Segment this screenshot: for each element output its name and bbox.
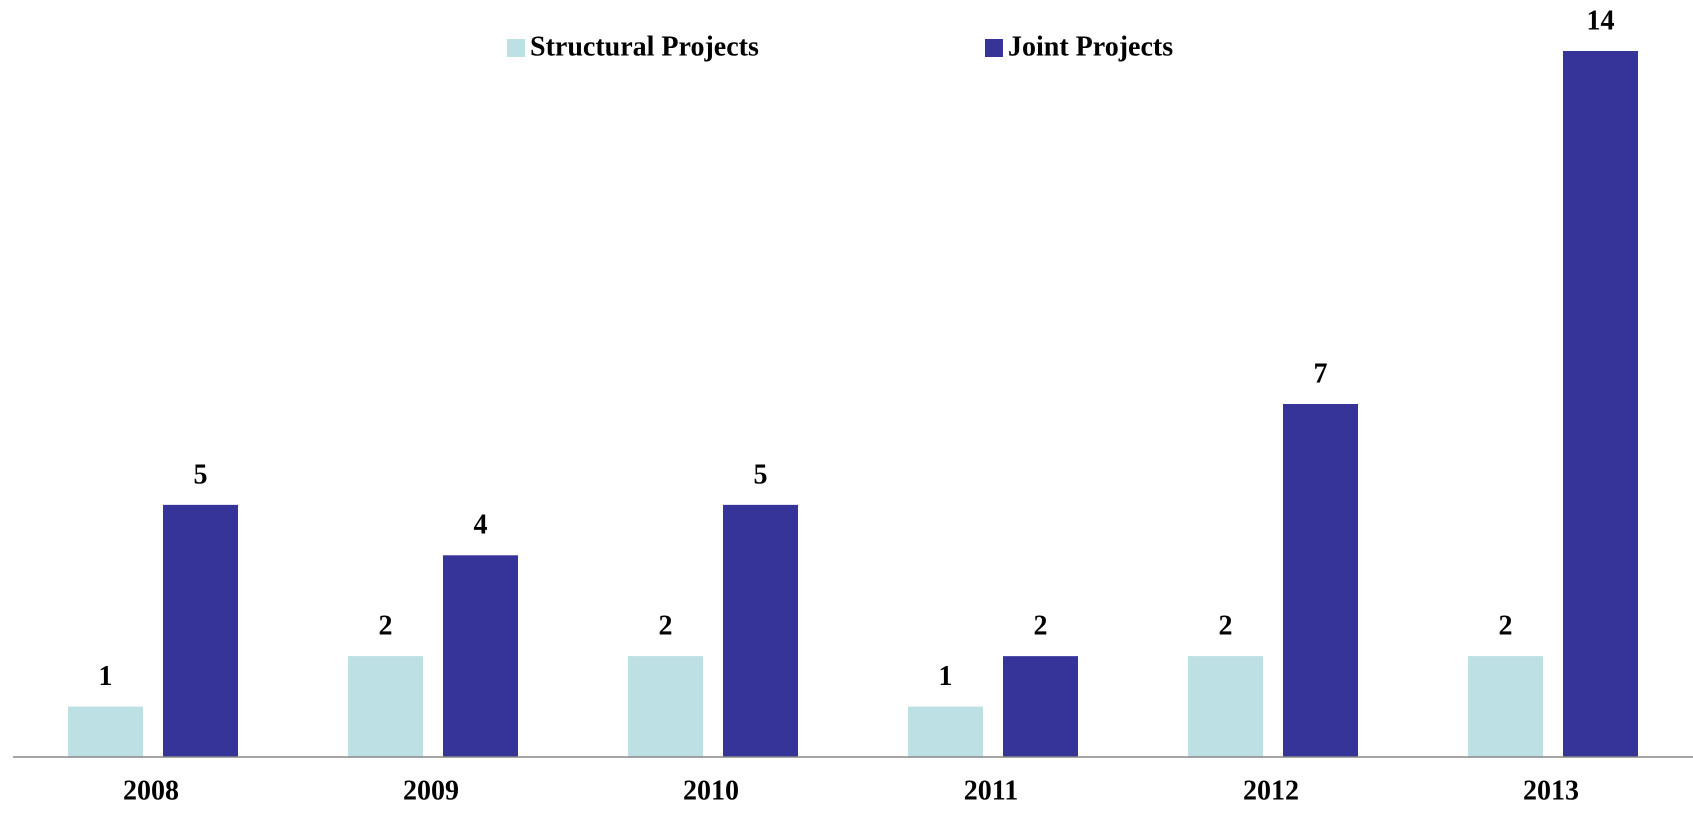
data-label: 2 xyxy=(1219,611,1233,642)
bar xyxy=(628,656,703,757)
legend-swatch xyxy=(507,39,525,57)
x-tick-label: 2008 xyxy=(123,775,179,806)
x-tick-label: 2010 xyxy=(683,775,739,806)
data-label: 2 xyxy=(659,611,673,642)
bar xyxy=(68,706,143,757)
bar xyxy=(1003,656,1078,757)
data-label: 2 xyxy=(1499,611,1513,642)
bar xyxy=(723,504,798,757)
bar xyxy=(908,706,983,757)
data-label: 5 xyxy=(194,459,208,490)
data-label: 2 xyxy=(379,611,393,642)
x-tick-label: 2009 xyxy=(403,775,459,806)
bar xyxy=(1188,656,1263,757)
data-label: 4 xyxy=(474,510,488,541)
bar xyxy=(348,656,423,757)
x-tick-label: 2012 xyxy=(1243,775,1299,806)
bar xyxy=(1563,51,1638,757)
bar xyxy=(443,555,518,757)
data-label: 2 xyxy=(1034,611,1048,642)
data-label: 5 xyxy=(754,459,768,490)
legend-swatch xyxy=(985,39,1003,57)
x-tick-label: 2013 xyxy=(1523,775,1579,806)
legend-label: Structural Projects xyxy=(530,31,759,62)
data-label: 1 xyxy=(939,661,953,692)
bar xyxy=(1468,656,1543,757)
data-label: 14 xyxy=(1587,5,1615,36)
legend-label: Joint Projects xyxy=(1008,31,1173,62)
x-tick-label: 2011 xyxy=(964,775,1018,806)
data-label: 1 xyxy=(99,661,113,692)
bar xyxy=(163,504,238,757)
bar xyxy=(1283,404,1358,757)
data-label: 7 xyxy=(1314,358,1328,389)
